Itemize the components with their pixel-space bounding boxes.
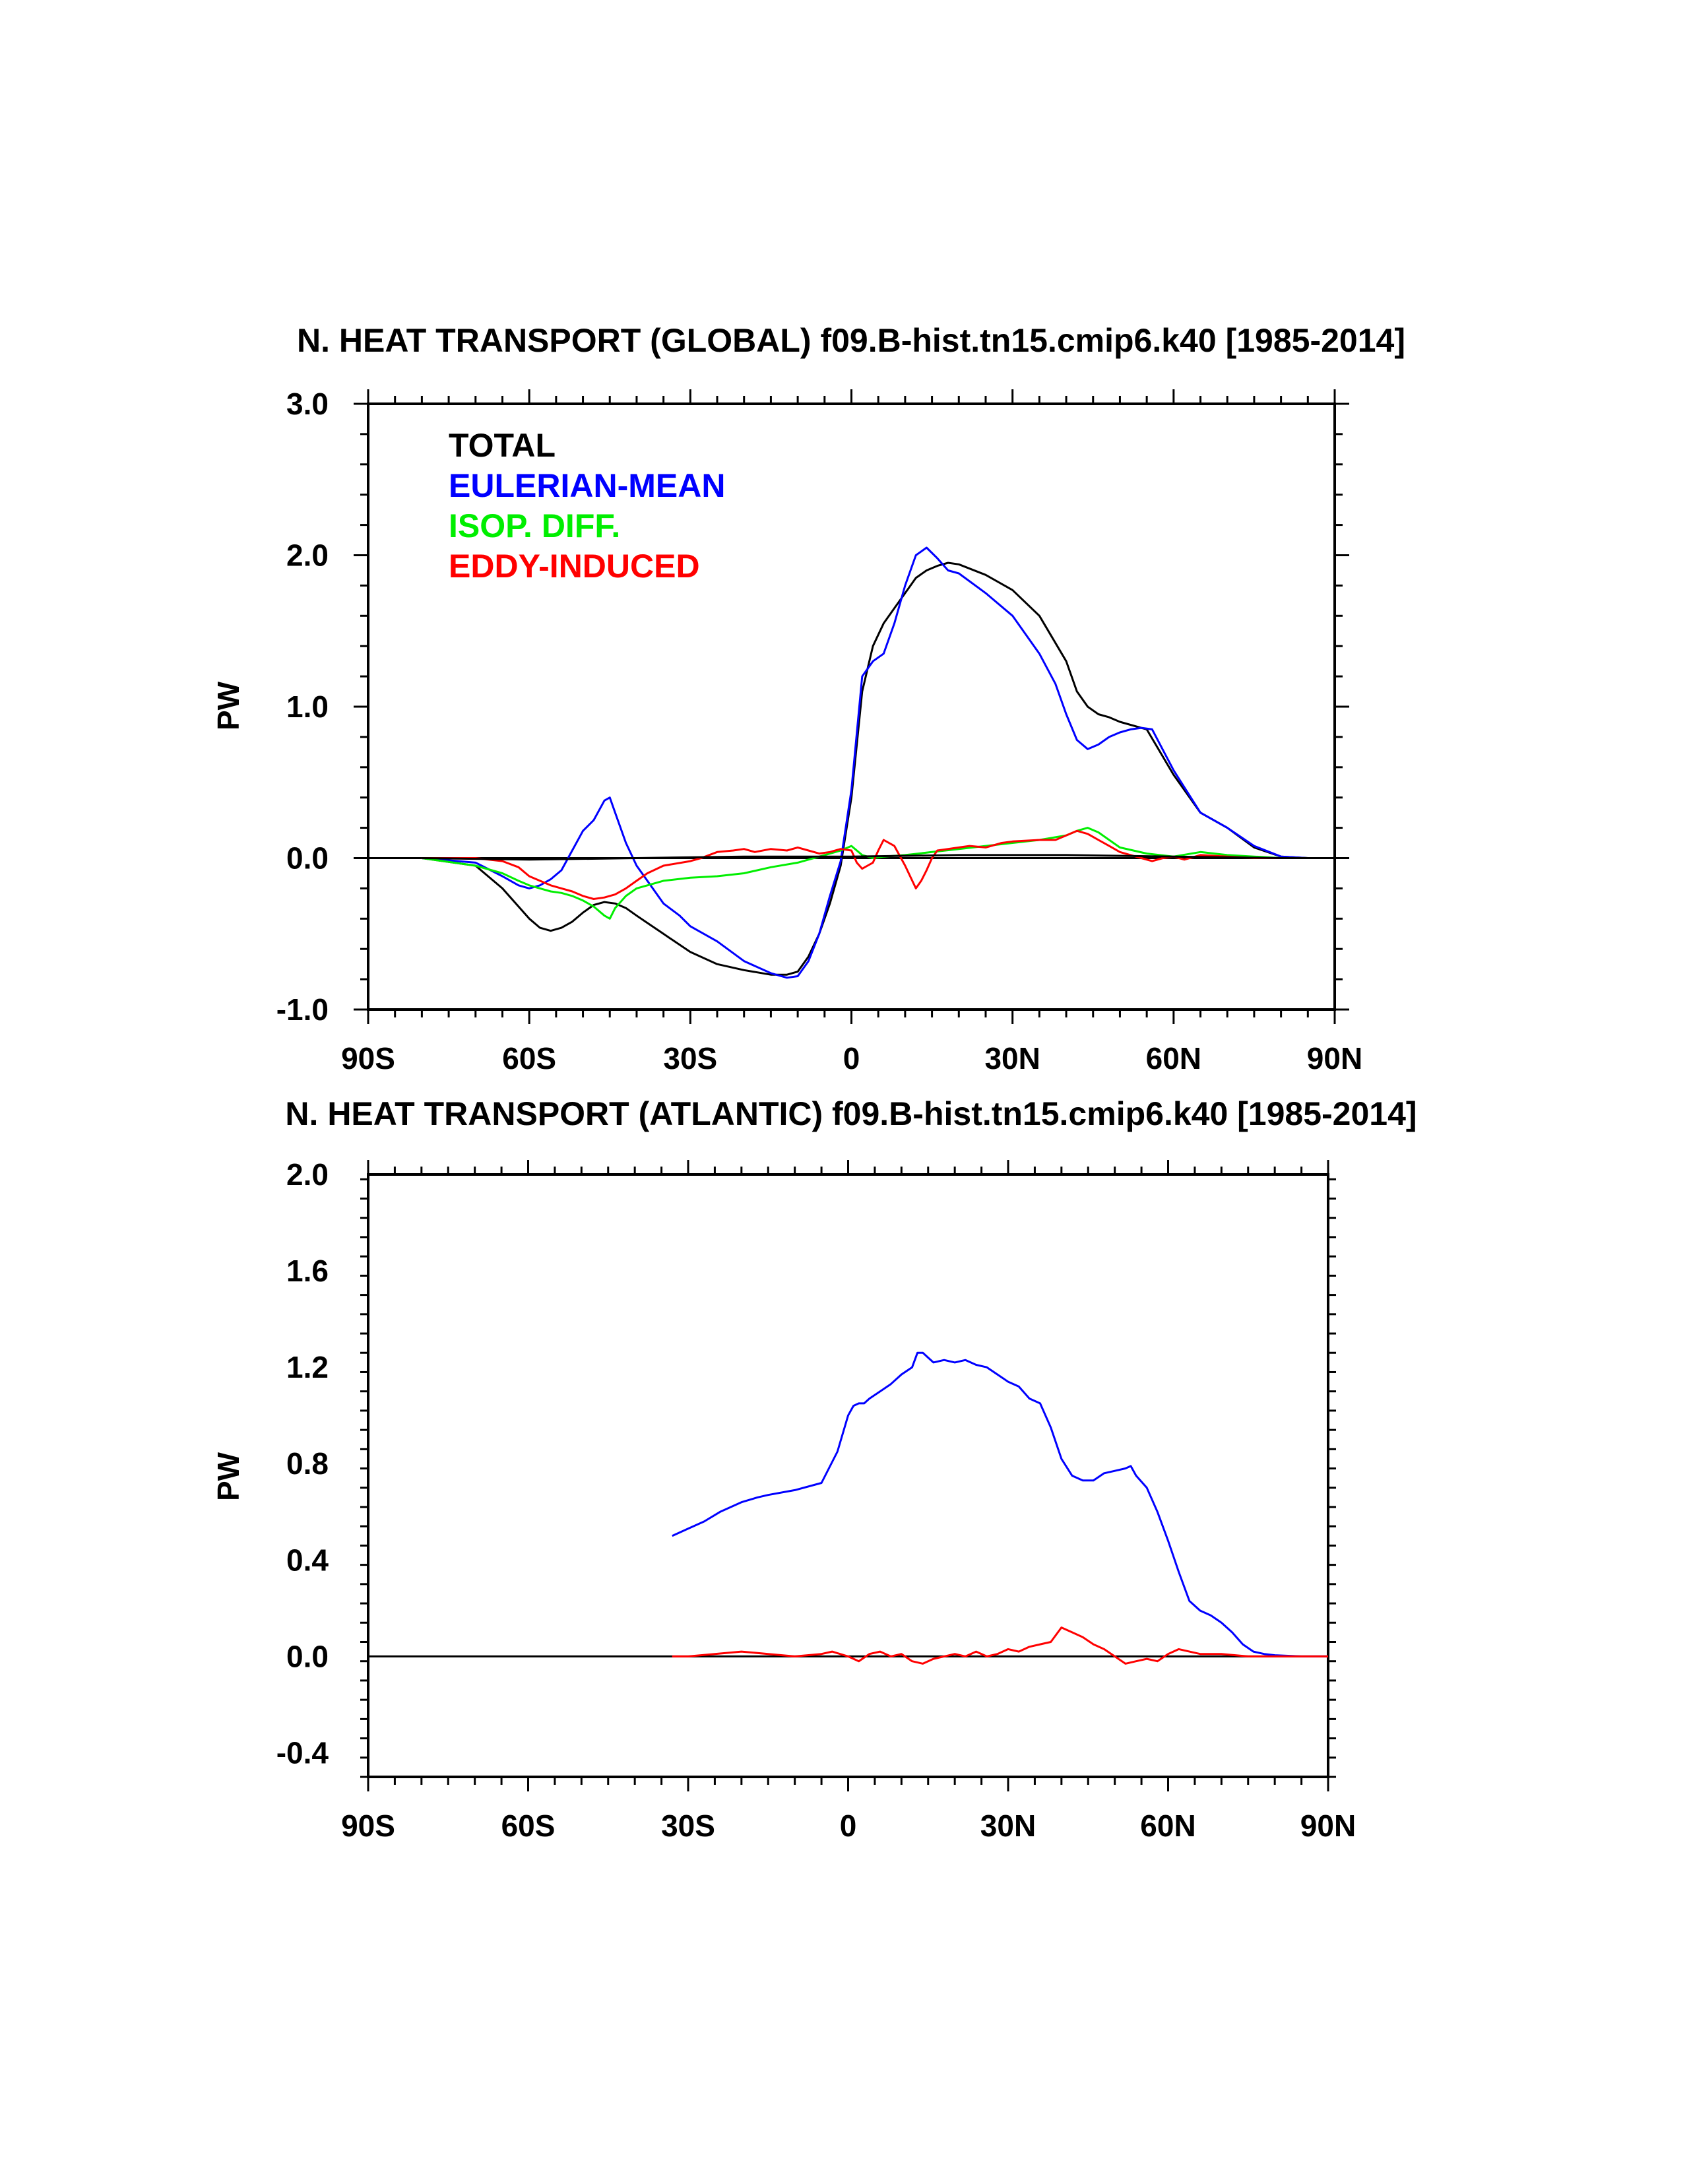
global-x-tick-label: 60N [1146, 1041, 1201, 1076]
atlantic-x-tick-label: 60S [501, 1809, 556, 1843]
atlantic-chart-title: N. HEAT TRANSPORT (ATLANTIC) f09.B-hist.… [285, 1095, 1417, 1132]
global-chart-title: N. HEAT TRANSPORT (GLOBAL) f09.B-hist.tn… [297, 322, 1405, 359]
global-y-axis-label: PW [211, 681, 245, 730]
global-x-tick-label: 90N [1307, 1041, 1362, 1076]
global-plot-area: 90S 60S 30S 0 30N 60N 90N -1.0 0.0 1.0 2.0 3.0 [276, 387, 1362, 1076]
global-y-tick-label: 2.0 [286, 538, 329, 573]
atlantic-series-0-line [672, 1351, 1328, 1657]
atlantic-x-tick-label: 60N [1140, 1809, 1195, 1843]
global-x-tick-label: 30N [984, 1041, 1040, 1076]
atlantic-series-1-line [672, 1626, 1328, 1665]
atlantic-y-tick-label: 0.8 [286, 1446, 329, 1481]
atlantic-x-tick-label: 90N [1300, 1809, 1356, 1843]
global-eulerian-mean-line [422, 546, 1335, 979]
global-y-tick-label: 3.0 [286, 387, 329, 421]
atlantic-x-tick-label: 30N [980, 1809, 1036, 1843]
atlantic-panel: N. HEAT TRANSPORT (ATLANTIC) f09.B-hist.… [211, 1095, 1417, 1843]
atlantic-y-tick-label: 2.0 [286, 1157, 329, 1192]
global-isop-diff-line [422, 827, 1335, 920]
legend-isop-diff: ISOP. DIFF. [449, 507, 620, 544]
global-series-4-line [422, 854, 1335, 861]
global-panel: N. HEAT TRANSPORT (GLOBAL) f09.B-hist.tn… [211, 322, 1405, 1076]
atlantic-y-axis-label: PW [211, 1452, 245, 1501]
atlantic-plot-area: 90S 60S 30S 0 30N 60N 90N -0.4 0.0 0.4 0.8 1.2 1.6 2.… [276, 1157, 1356, 1843]
global-x-tick-label: 60S [502, 1041, 556, 1076]
atlantic-x-tick-label: 0 [840, 1809, 857, 1843]
legend-eddy-induced: EDDY-INDUCED [449, 548, 700, 585]
global-total-line [422, 562, 1335, 976]
legend-eulerian-mean: EULERIAN-MEAN [449, 467, 725, 504]
global-y-tick-label: 1.0 [286, 690, 329, 724]
atlantic-y-tick-label: 0.0 [286, 1639, 329, 1673]
atlantic-x-tick-label: 90S [341, 1809, 395, 1843]
atlantic-y-tick-label: 1.2 [286, 1350, 329, 1384]
atlantic-y-tick-label: -0.4 [276, 1735, 329, 1770]
global-y-tick-label: -1.0 [276, 992, 329, 1027]
global-x-tick-label: 0 [843, 1041, 860, 1076]
global-x-tick-label: 90S [341, 1041, 395, 1076]
global-y-tick-label: 0.0 [286, 841, 329, 876]
global-legend: TOTAL EULERIAN-MEAN ISOP. DIFF. EDDY-IND… [449, 427, 725, 585]
atlantic-y-tick-label: 0.4 [286, 1543, 329, 1577]
atlantic-y-tick-label: 1.6 [286, 1254, 329, 1288]
atlantic-x-tick-label: 30S [661, 1809, 715, 1843]
legend-total: TOTAL [449, 427, 556, 464]
global-x-tick-label: 30S [663, 1041, 717, 1076]
atlantic-plot-frame [367, 1173, 1329, 1778]
global-eddy-induced-line [422, 829, 1335, 900]
